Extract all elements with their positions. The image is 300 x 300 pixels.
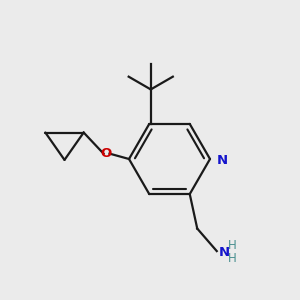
Text: H: H bbox=[228, 252, 237, 265]
Text: H: H bbox=[228, 239, 237, 252]
Text: O: O bbox=[101, 147, 112, 160]
Text: N: N bbox=[219, 246, 230, 259]
Text: N: N bbox=[217, 154, 228, 167]
